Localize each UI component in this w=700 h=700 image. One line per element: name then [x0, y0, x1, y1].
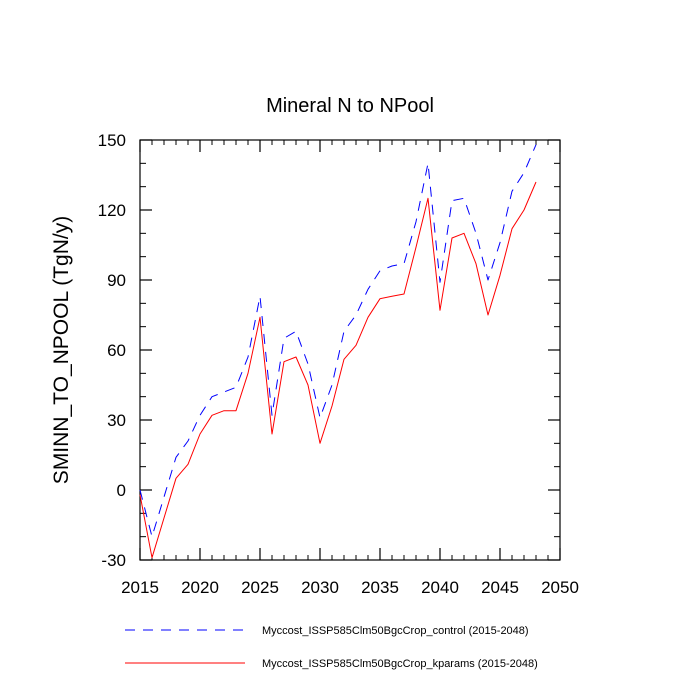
legend: Myccost_ISSP585Clm50BgcCrop_control (201…: [125, 625, 538, 670]
series-line-kparams: [139, 181, 537, 559]
legend-label-control: Myccost_ISSP585Clm50BgcCrop_control (201…: [262, 625, 529, 637]
y-tick-label: 30: [107, 411, 126, 430]
y-tick-label: -30: [101, 551, 126, 570]
y-tick-label: 90: [107, 271, 126, 290]
y-axis-label: SMINN_TO_NPOOL (TgN/y): [50, 216, 73, 484]
x-tick-label: 2045: [481, 578, 519, 597]
y-tick-label: 120: [98, 201, 126, 220]
legend-label-kparams: Myccost_ISSP585Clm50BgcCrop_kparams (201…: [262, 658, 538, 670]
y-tick-label: 0: [117, 481, 126, 500]
x-tick-label: 2025: [241, 578, 279, 597]
data-series: [139, 144, 537, 559]
y-tick-label: 150: [98, 131, 126, 150]
x-tick-label: 2015: [121, 578, 159, 597]
x-tick-label: 2020: [181, 578, 219, 597]
y-tick-label: 60: [107, 341, 126, 360]
x-tick-label: 2030: [301, 578, 339, 597]
chart-title: Mineral N to NPool: [266, 95, 434, 117]
x-tick-label: 2050: [541, 578, 579, 597]
series-line-control: [139, 144, 537, 538]
x-tick-label: 2040: [421, 578, 459, 597]
x-tick-label: 2035: [361, 578, 399, 597]
axis-ticks: [139, 139, 561, 561]
plot-frame: [139, 139, 561, 561]
axis-tick-labels: 2015 2020 2025 2030 2035 2040 2045 2050 -30 0 30 60…: [98, 131, 579, 597]
